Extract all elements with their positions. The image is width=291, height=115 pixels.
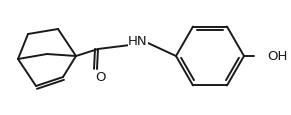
Text: HN: HN (128, 35, 148, 48)
Text: O: O (95, 71, 105, 84)
Text: OH: OH (267, 50, 288, 63)
